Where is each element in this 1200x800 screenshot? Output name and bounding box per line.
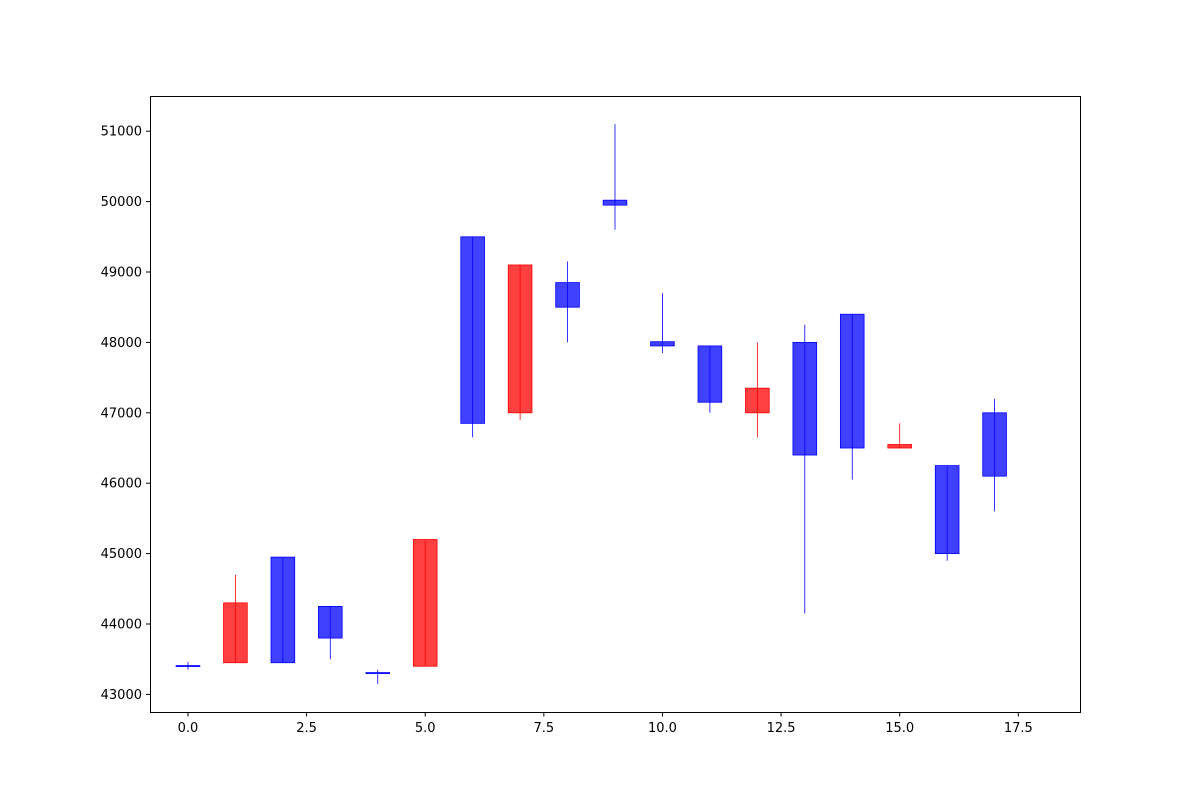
candle xyxy=(982,398,1007,512)
y-tick-label: 51000 xyxy=(101,125,142,140)
x-axis: 0.0 2.5 5.0 7.5 10.0 12.5 15.0 17.5 xyxy=(178,712,1033,736)
candle xyxy=(365,669,391,684)
candle-body xyxy=(982,412,1007,477)
candle xyxy=(602,124,628,230)
x-tick-label: 15.0 xyxy=(885,721,914,736)
candle-body xyxy=(555,282,580,308)
x-tick-label: 10.0 xyxy=(648,721,677,736)
candle xyxy=(412,539,438,667)
candle-body xyxy=(270,556,296,664)
candle-body xyxy=(839,313,865,449)
candle xyxy=(270,556,296,664)
y-tick-label: 50000 xyxy=(101,195,142,210)
y-axis: 43000 44000 45000 46000 47000 48000 49000 50000… xyxy=(101,125,151,703)
plot-area-frame xyxy=(150,96,1081,713)
candle-body xyxy=(650,341,675,347)
y-tick-label: 45000 xyxy=(101,547,142,562)
candle xyxy=(460,236,485,438)
candle-body xyxy=(507,264,533,414)
y-tick-label: 44000 xyxy=(101,618,142,633)
candle xyxy=(792,324,818,614)
candle-body xyxy=(934,465,960,555)
candles-layer xyxy=(175,124,1007,684)
y-tick-label: 46000 xyxy=(101,477,142,492)
candle xyxy=(887,423,912,449)
candle xyxy=(318,606,343,660)
candle-body xyxy=(887,444,912,449)
candle-body xyxy=(697,345,723,403)
candle-body xyxy=(745,387,770,414)
candle-body xyxy=(365,672,391,674)
candle xyxy=(223,574,248,664)
candle xyxy=(697,345,723,413)
candle-body xyxy=(175,665,201,667)
candle xyxy=(934,465,960,561)
x-tick-label: 7.5 xyxy=(533,721,554,736)
y-tick-label: 48000 xyxy=(101,336,142,351)
candle-body xyxy=(460,236,485,424)
x-tick-label: 5.0 xyxy=(415,721,436,736)
x-tick-label: 17.5 xyxy=(1004,721,1033,736)
candle-body xyxy=(412,539,438,667)
x-tick-label: 2.5 xyxy=(296,721,317,736)
candle-body xyxy=(223,602,248,664)
y-tick-label: 47000 xyxy=(101,406,142,421)
candle xyxy=(175,662,201,670)
candle xyxy=(555,261,580,343)
candle xyxy=(839,313,865,480)
candle xyxy=(745,342,770,438)
candle-body xyxy=(602,199,628,206)
candle-body xyxy=(318,606,343,639)
y-tick-label: 43000 xyxy=(101,688,142,703)
y-tick-label: 49000 xyxy=(101,266,142,281)
x-tick-label: 12.5 xyxy=(767,721,796,736)
candle-body xyxy=(792,341,818,456)
candle xyxy=(507,264,533,420)
x-tick-label: 0.0 xyxy=(178,721,199,736)
candle xyxy=(650,293,675,353)
